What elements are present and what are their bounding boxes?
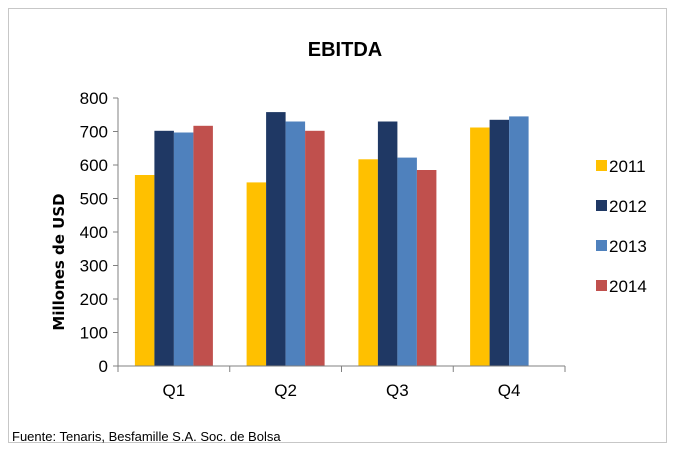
y-tick-label-800: 800 bbox=[80, 89, 108, 108]
bar-q3-2013 bbox=[397, 157, 417, 366]
plot-area: 0 100 200 300 400 500 600 700 800 Q1 Q2 Q3 Q4 bbox=[80, 89, 566, 400]
source-note: Fuente: Tenaris, Besfamille S.A. Soc. de… bbox=[12, 429, 281, 444]
x-tick-label-q1: Q1 bbox=[163, 381, 186, 400]
y-tick-label-400: 400 bbox=[80, 223, 108, 242]
bar-q1-2014 bbox=[193, 125, 213, 366]
bar-q2-2013 bbox=[285, 121, 306, 366]
legend-label-2014: 2014 bbox=[609, 277, 647, 296]
bar-q3-2011 bbox=[358, 159, 378, 366]
bar-q4-2013 bbox=[509, 116, 529, 367]
y-tick-label-100: 100 bbox=[80, 324, 108, 343]
x-tick-label-q3: Q3 bbox=[386, 381, 409, 400]
bar-q2-2011 bbox=[246, 182, 267, 366]
legend-label-2011: 2011 bbox=[609, 157, 646, 176]
y-axis-label: Millones de USD bbox=[50, 193, 68, 330]
y-tick-label-500: 500 bbox=[80, 190, 108, 209]
legend-swatch-2012 bbox=[596, 200, 607, 211]
legend-label-2012: 2012 bbox=[609, 197, 647, 216]
y-tick-label-300: 300 bbox=[80, 257, 108, 276]
legend: 2011 2012 2013 2014 bbox=[596, 157, 647, 296]
x-tick-label-q4: Q4 bbox=[498, 381, 521, 400]
legend-swatch-2011 bbox=[596, 160, 607, 171]
legend-swatch-2013 bbox=[596, 240, 607, 251]
bar-q1-2011 bbox=[134, 175, 155, 366]
bar-q1-2012 bbox=[154, 130, 174, 366]
legend-label-2013: 2013 bbox=[609, 237, 647, 256]
bar-q2-2014 bbox=[305, 130, 325, 366]
bar-q3-2014 bbox=[416, 170, 437, 366]
bar-q2-2012 bbox=[266, 112, 286, 366]
x-tick-label-q2: Q2 bbox=[274, 381, 297, 400]
y-tick-label-0: 0 bbox=[99, 357, 108, 376]
bar-q3-2012 bbox=[377, 121, 398, 366]
y-tick-label-600: 600 bbox=[80, 156, 108, 175]
y-tick-label-700: 700 bbox=[80, 123, 108, 142]
bar-q4-2011 bbox=[470, 127, 490, 366]
bar-q1-2013 bbox=[173, 132, 194, 366]
y-tick-label-200: 200 bbox=[80, 290, 108, 309]
bar-q4-2012 bbox=[489, 119, 510, 366]
legend-swatch-2014 bbox=[596, 280, 607, 291]
chart-title: EBITDA bbox=[308, 39, 382, 61]
